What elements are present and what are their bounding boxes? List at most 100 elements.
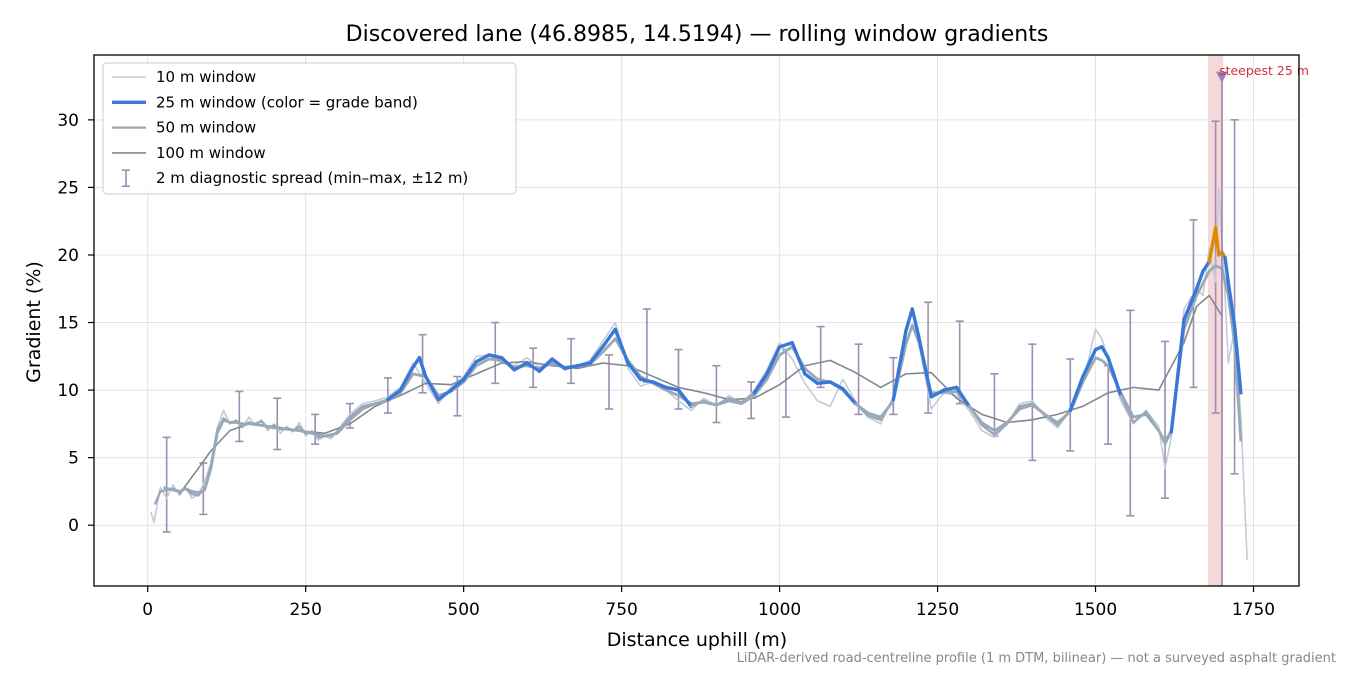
series-line-50m [163,264,1243,495]
legend-label: 50 m window [156,119,256,137]
chart-title: Discovered lane (46.8985, 14.5194) — rol… [346,22,1049,47]
series-line-25m-segment [910,307,921,338]
series-line-25m-segment [184,487,194,496]
series-line-25m-segment [777,341,794,349]
series-line-25m-segment [954,385,971,408]
series-line-25m-segment [487,353,504,360]
series-line-25m-segment [373,398,390,405]
series-line-25m-segment [537,357,554,373]
x-tick-label: 1750 [1232,600,1275,620]
series-line-25m-segment [727,396,743,404]
series-line-25m-segment [209,429,219,467]
series-line-25m-segment [461,360,478,381]
series-line-25m-segment [879,398,895,422]
series-line-25m-segment [216,417,225,432]
x-axis-label: Distance uphill (m) [607,629,787,651]
series-line-25m-segment [664,385,681,392]
series-line-25m-segment [260,419,269,430]
series-line-25m-segment [1157,429,1167,446]
series-line-25m-segment [740,391,756,404]
series-line-25m-segment [1068,374,1085,413]
series-line-25m-segment [222,417,232,424]
series-line-25m-segment [942,385,959,392]
series-line-25m-segment [499,355,516,372]
legend-box [102,62,517,195]
series-line-25m-segment [329,430,339,438]
series-line-25m-segment [765,345,782,376]
series-line-25m-segment [291,425,301,432]
series-line-25m-segment [1119,394,1135,424]
series-line-25m-segment [841,387,858,406]
series-line-25m-segment [1182,287,1199,322]
series-line-25m-segment [1056,409,1072,427]
series-line-100m [178,294,1223,495]
series-line-25m-segment [1163,430,1173,446]
series-line-25m-segment [1043,413,1059,427]
series-line-25m-segment [575,361,592,368]
series-line-25m-segment [790,341,807,376]
y-tick-label: 25 [57,178,79,198]
series-line-25m-segment [752,372,769,395]
series-line-25m-segment [815,380,832,386]
series-line-25m-segment [424,374,441,402]
series-line-25m-segment [234,419,244,427]
y-tick-label: 20 [57,246,79,266]
series-line-25m-segment [398,365,415,392]
series-line-25m-segment [310,430,320,439]
x-tick-label: 750 [605,600,637,620]
series-line-25m-segment [417,355,428,379]
series-line-25m-segment [803,372,820,386]
series-line-25m-segment [1201,260,1211,273]
series-line-25m-segment [1031,402,1047,416]
legend-label: 10 m window [156,68,256,86]
series-line-25m-segment [563,364,580,371]
series-line-25m-segment [967,405,983,427]
legend-label: 2 m diagnostic spread (min–max, ±12 m) [156,169,468,187]
series-line-25m-segment [298,425,307,435]
series-line-25m-segment [1100,345,1110,360]
series-line-25m-segment [600,327,618,349]
series-line-25m-segment [715,396,731,407]
series-line-25m-segment [702,399,718,407]
series-line-25m-segment [904,307,914,333]
series-line-25m-segment [1223,255,1230,284]
x-tick-label: 1250 [916,600,959,620]
x-tick-label: 1000 [758,600,801,620]
series-line-25m-segment [1132,410,1148,424]
series-line-25m-segment [436,388,453,402]
footnote: LiDAR-derived road-centreline profile (1… [736,651,1336,666]
x-tick-label: 250 [289,600,321,620]
series-line-25m-segment [993,422,1009,436]
series-line-25m-segment [361,402,377,408]
series-line-25m-segment [1213,226,1221,257]
series-line-25m-segment [676,388,693,408]
series-line-25m-segment [689,399,705,408]
series-line-25m-segment [348,405,364,419]
series-line-25m-segment [197,487,206,497]
series-line-25m-segment [980,424,996,436]
series-line-25m-segment [1232,323,1243,395]
series-line-25m-segment [1226,280,1237,327]
series-line-25m-segment [929,388,946,399]
series-line-25m-segment [626,361,643,381]
series-line-25m-segment [638,377,655,384]
y-tick-label: 15 [57,314,79,334]
x-tick-label: 0 [142,600,153,620]
series-line-25m-segment [651,380,668,390]
series-line-25m-segment [1169,318,1186,434]
series-line-25m-segment [1081,347,1098,379]
y-tick-label: 5 [68,449,79,469]
series-line-25m-segment [1005,405,1021,426]
series-line-25m-segment [1106,355,1123,398]
plot-area: steepest 25 m 0 250 500 750 1000 1250 1500 1750 0… [57,54,1309,620]
y-tick-label: 10 [57,381,79,401]
series-line-25m-segment [203,464,213,490]
x-tick-label: 1500 [1074,600,1117,620]
series-line-25m-segment [474,353,491,364]
series-line-25m-segment [588,345,605,365]
series-line-25m-segment [891,328,908,402]
series-line-25m-segment [449,377,466,392]
series-line-25m-segment [866,414,882,422]
series-line-25m-segment [828,380,845,391]
